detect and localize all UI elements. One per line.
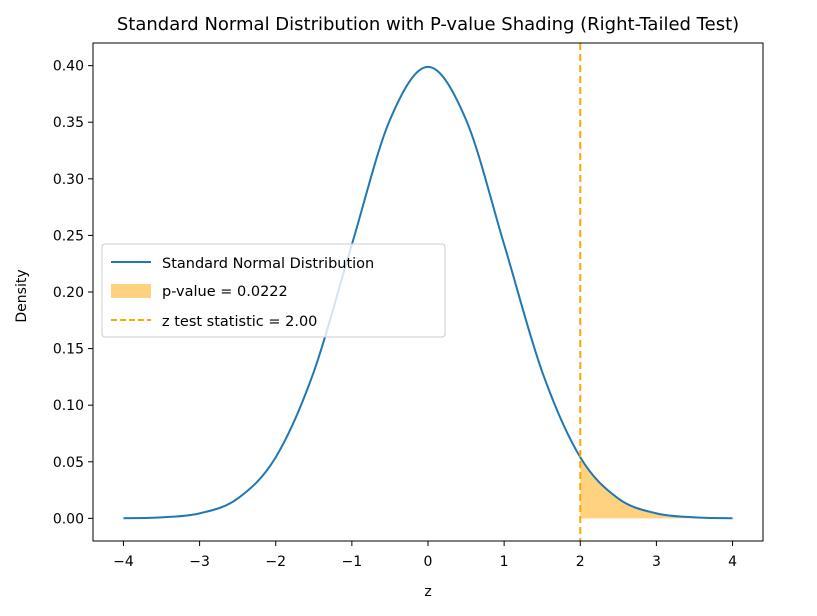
legend-label-test-statistic: z test statistic = 2.00 [162,314,317,330]
x-tick-label: 0 [424,554,433,570]
x-tick-label: 2 [576,554,585,570]
legend-box [101,243,446,338]
chart-title: Standard Normal Distribution with P-valu… [117,14,739,35]
x-tick-label: −2 [265,554,286,570]
y-tick-label: 0.15 [53,342,84,358]
legend-swatch-pvalue [111,284,151,298]
pvalue-area [580,457,733,519]
legend-label-pvalue: p-value = 0.0222 [162,284,288,300]
x-tick-label: 4 [728,554,737,570]
density-curve [123,65,733,520]
x-tick-label: −1 [342,554,363,570]
y-tick-label: 0.20 [53,285,84,301]
y-tick-label: 0.00 [53,511,84,527]
legend: Standard Normal Distribution p-value = 0… [101,243,446,338]
y-tick-label: 0.10 [53,398,84,414]
plot-area: −4 −3 −2 −1 0 1 2 3 4 0.00 0.05 0.10 0.15 0.20 0.25 0.3… [53,42,764,570]
y-tick-label: 0.35 [53,115,84,131]
legend-label-distribution: Standard Normal Distribution [162,256,374,272]
x-tick-label: 3 [652,554,661,570]
y-tick-label: 0.30 [53,172,84,188]
y-tick-label: 0.05 [53,455,84,471]
x-axis-label: z [424,584,431,600]
x-tick-label: −4 [113,554,134,570]
y-tick-label: 0.40 [53,59,84,75]
x-tick-label: 1 [500,554,509,570]
x-tick-label: −3 [189,554,210,570]
y-axis-label: Density [14,269,30,322]
y-tick-label: 0.25 [53,228,84,244]
